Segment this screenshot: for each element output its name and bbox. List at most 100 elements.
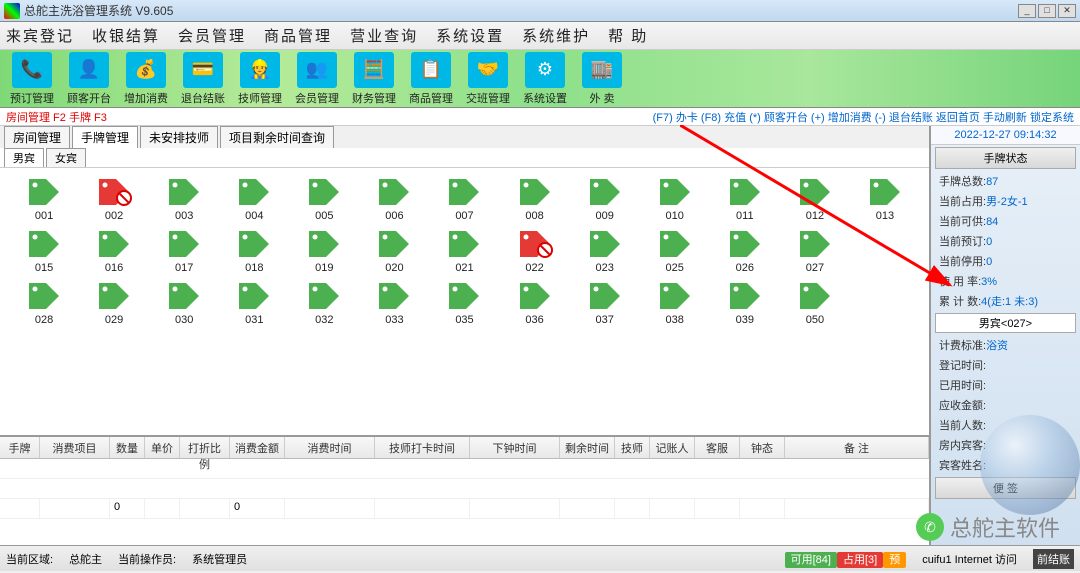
locker-tag[interactable]: 030 [152,280,216,326]
locker-tag[interactable]: 029 [82,280,146,326]
toolbar-button[interactable]: 👷技师管理 [236,52,284,106]
tab[interactable]: 男宾 [4,148,44,167]
toolbar-button[interactable]: 👤顾客开台 [65,52,113,106]
locker-tag[interactable]: 021 [432,228,496,274]
table-cell [695,499,740,518]
side-header[interactable]: 手牌状态 [935,147,1076,169]
toolbar-label: 交班管理 [466,90,510,106]
locker-tag[interactable]: 022 [503,228,567,274]
table-header-cell: 单价 [145,437,180,458]
locker-tag[interactable]: 005 [292,176,356,222]
locker-tag[interactable]: 013 [853,176,917,222]
area-label: 当前区域: [6,551,53,567]
tag-number: 016 [105,262,123,274]
info-key: 宾客姓名: [939,460,986,472]
locker-tag[interactable]: 028 [12,280,76,326]
toolbar-button[interactable]: 💰增加消费 [122,52,170,106]
tab[interactable]: 房间管理 [4,126,70,148]
locker-tag[interactable]: 038 [643,280,707,326]
close-button[interactable]: ✕ [1058,4,1076,18]
table-cell [375,499,470,518]
locker-tag[interactable]: 008 [503,176,567,222]
locker-tag[interactable]: 003 [152,176,216,222]
toolbar-icon: 🤝 [468,52,508,88]
info-row: 应收金额: [931,395,1080,415]
tab[interactable]: 手牌管理 [72,126,138,148]
toolbar-button[interactable]: 🧮财务管理 [350,52,398,106]
locker-tag[interactable]: 010 [643,176,707,222]
locker-tag[interactable]: 017 [152,228,216,274]
menu-item[interactable]: 会员管理 [178,25,246,46]
menu-item[interactable]: 收银结算 [92,25,160,46]
locker-tag[interactable]: 012 [783,176,847,222]
toolbar-button[interactable]: ⚙系统设置 [521,52,569,106]
locker-tag[interactable]: 035 [432,280,496,326]
tag-number: 010 [666,210,684,222]
locker-tag[interactable]: 050 [783,280,847,326]
toolbar-button[interactable]: 🏬外 卖 [578,52,626,106]
tag-number: 007 [455,210,473,222]
locker-tag[interactable]: 031 [222,280,286,326]
locker-tag[interactable]: 025 [643,228,707,274]
toolbar-icon: 📋 [411,52,451,88]
tab[interactable]: 未安排技师 [140,126,218,148]
info-key: 应收金额: [939,400,986,412]
menu-item[interactable]: 营业查询 [350,25,418,46]
status-chip: 占用[3] [837,552,883,568]
menu-item[interactable]: 商品管理 [264,25,332,46]
menu-item[interactable]: 来宾登记 [6,25,74,46]
locker-tag[interactable]: 001 [12,176,76,222]
table-cell [560,499,615,518]
locker-tag[interactable]: 020 [362,228,426,274]
title-bar: 总舵主洗浴管理系统 V9.605 _ □ ✕ [0,0,1080,22]
table-cell: 0 [230,499,285,518]
stat-key: 当前占用: [939,196,986,208]
toolbar-button[interactable]: 💳退台结账 [179,52,227,106]
info-row: 登记时间: [931,355,1080,375]
toolbar-button[interactable]: 📞预订管理 [8,52,56,106]
toolbar-button[interactable]: 📋商品管理 [407,52,455,106]
clock: 2022-12-27 09:14:32 [931,126,1080,145]
locker-tag[interactable]: 032 [292,280,356,326]
locker-tag[interactable]: 016 [82,228,146,274]
toolbar-label: 外 卖 [589,90,614,106]
menu-item[interactable]: 帮 助 [608,25,648,46]
shortcut-right[interactable]: (F7) 办卡 (F8) 充值 (*) 顾客开台 (+) 增加消费 (-) 退台… [653,109,1074,125]
toolbar-button[interactable]: 🤝 交班管理 [464,52,512,106]
maximize-button[interactable]: □ [1038,4,1056,18]
locker-tag[interactable]: 009 [573,176,637,222]
toolbar-button[interactable]: 👥会员管理 [293,52,341,106]
locker-tag[interactable]: 018 [222,228,286,274]
locker-tag[interactable]: 037 [573,280,637,326]
locker-tag[interactable]: 019 [292,228,356,274]
menu-item[interactable]: 系统维护 [522,25,590,46]
locker-tag[interactable]: 002 [82,176,146,222]
locker-tag[interactable]: 023 [573,228,637,274]
table-cell [615,499,650,518]
menu-item[interactable]: 系统设置 [436,25,504,46]
locker-tag[interactable]: 011 [713,176,777,222]
locker-tag[interactable]: 015 [12,228,76,274]
locker-tag[interactable]: 036 [503,280,567,326]
tab[interactable]: 项目剩余时间查询 [220,126,334,148]
table-empty-row [0,479,929,499]
table-header-cell: 消费项目 [40,437,110,458]
locker-tag[interactable]: 026 [713,228,777,274]
tag-number: 005 [315,210,333,222]
locker-tag[interactable]: 004 [222,176,286,222]
tag-number: 030 [175,314,193,326]
stat-row: 使 用 率:3% [931,271,1080,291]
table-header-cell: 客服 [695,437,740,458]
locker-tag[interactable]: 033 [362,280,426,326]
locker-tag[interactable]: 007 [432,176,496,222]
info-key: 当前人数: [939,420,986,432]
locker-tag[interactable]: 006 [362,176,426,222]
locker-tag[interactable]: 027 [783,228,847,274]
tag-selector[interactable]: 男宾<027> [935,313,1076,333]
minimize-button[interactable]: _ [1018,4,1036,18]
table-cell [785,499,929,518]
toolbar-icon: 🧮 [354,52,394,88]
locker-tag[interactable]: 039 [713,280,777,326]
toolbar-icon: 👥 [297,52,337,88]
tab[interactable]: 女宾 [46,148,86,167]
